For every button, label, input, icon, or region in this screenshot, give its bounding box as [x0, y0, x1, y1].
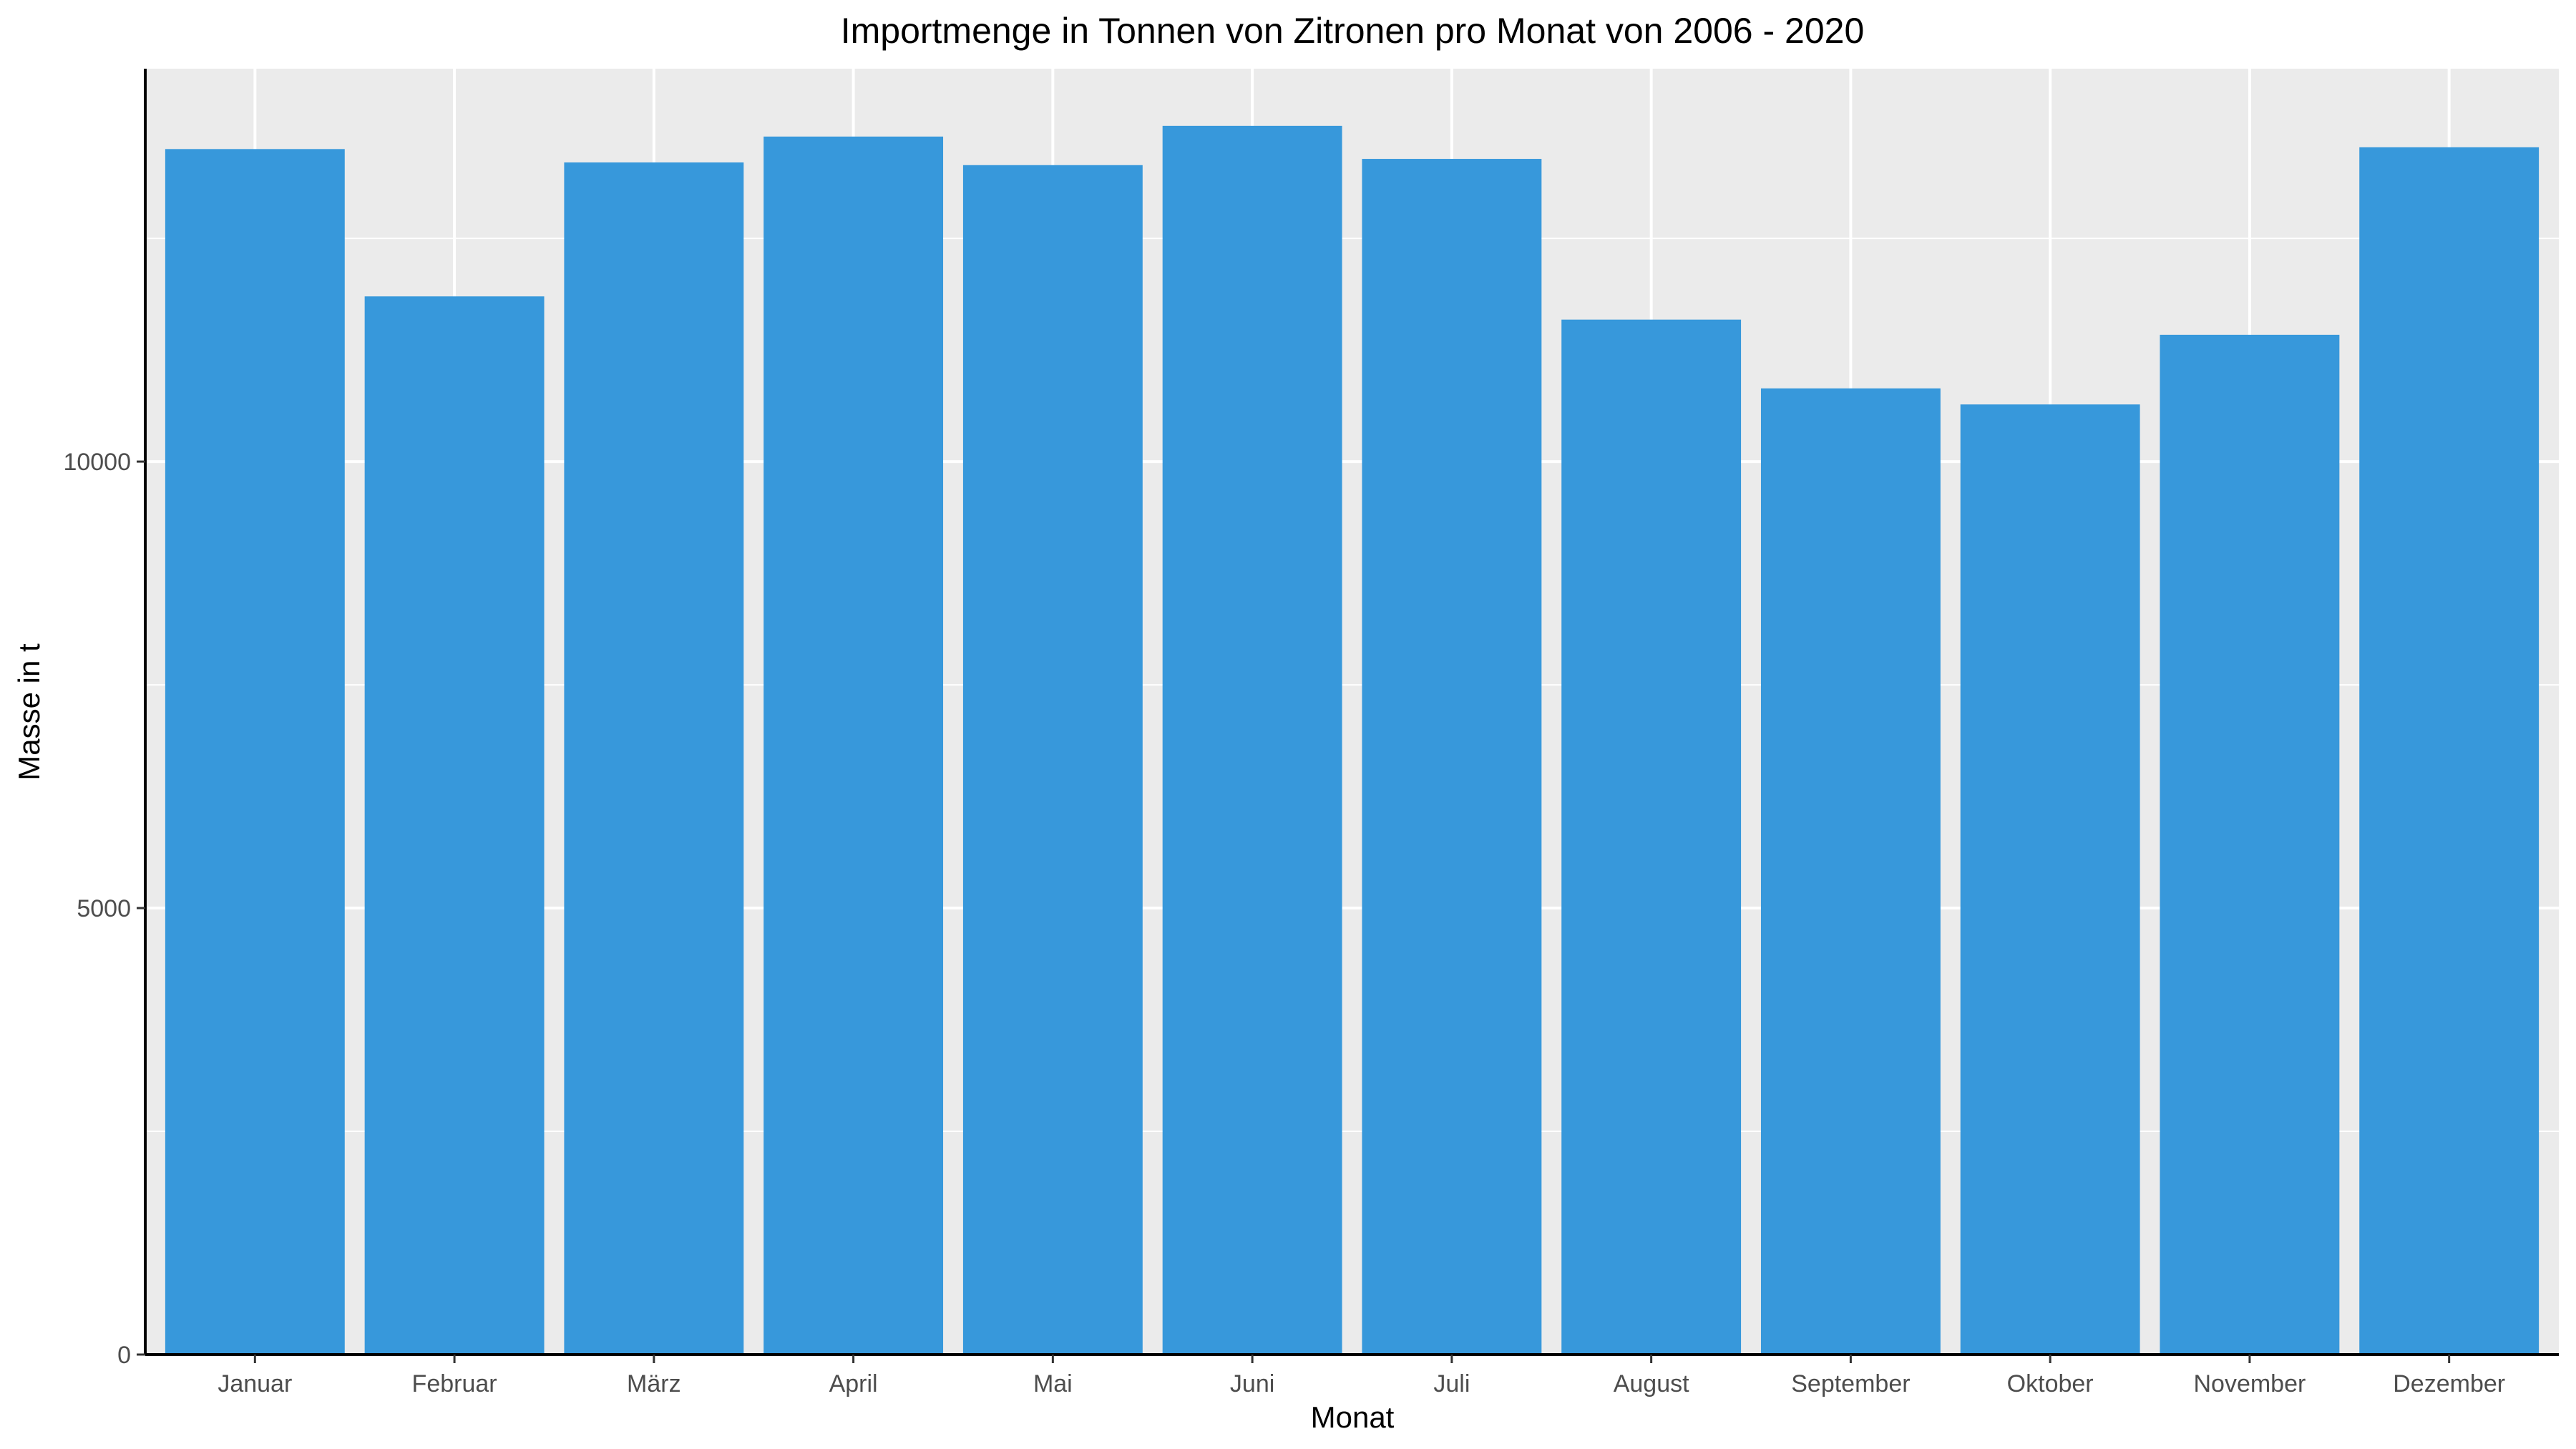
bar	[1561, 319, 1742, 1355]
x-axis-ticks: Januar Februar März April Mai Juni Juli August S…	[218, 1355, 2505, 1397]
bar	[165, 149, 345, 1355]
y-axis-title: Masse in t	[12, 643, 46, 781]
x-axis-title: Monat	[1311, 1400, 1395, 1434]
bar	[564, 162, 744, 1355]
x-tick-label: September	[1791, 1370, 1910, 1397]
bar	[1162, 125, 1342, 1355]
x-tick-label: Februar	[412, 1370, 497, 1397]
y-tick-label: 10000	[63, 449, 131, 476]
bar	[1960, 404, 2140, 1355]
bar	[1760, 388, 1941, 1355]
bar	[2359, 147, 2540, 1355]
chart-title: Importmenge in Tonnen von Zitronen pro M…	[841, 11, 1865, 51]
bar	[2160, 334, 2340, 1355]
x-tick-label: März	[627, 1370, 681, 1397]
bar	[763, 136, 944, 1355]
y-axis-ticks: 0 5000 10000	[63, 449, 145, 1369]
bars	[165, 125, 2540, 1355]
minor-gridlines	[145, 238, 2559, 1133]
bar	[962, 165, 1143, 1355]
x-tick-label: Mai	[1033, 1370, 1073, 1397]
y-tick-label: 5000	[77, 895, 131, 922]
bar	[364, 296, 545, 1355]
x-tick-label: Juni	[1230, 1370, 1274, 1397]
x-tick-label: Oktober	[2007, 1370, 2094, 1397]
x-tick-label: Juli	[1433, 1370, 1470, 1397]
x-tick-label: November	[2193, 1370, 2306, 1397]
x-tick-label: August	[1614, 1370, 1689, 1397]
y-tick-label: 0	[117, 1342, 131, 1369]
bar	[1362, 159, 1542, 1355]
plot-panel	[145, 69, 2559, 1355]
x-tick-label: Januar	[218, 1370, 292, 1397]
x-tick-label: Dezember	[2393, 1370, 2505, 1397]
x-tick-label: April	[829, 1370, 878, 1397]
